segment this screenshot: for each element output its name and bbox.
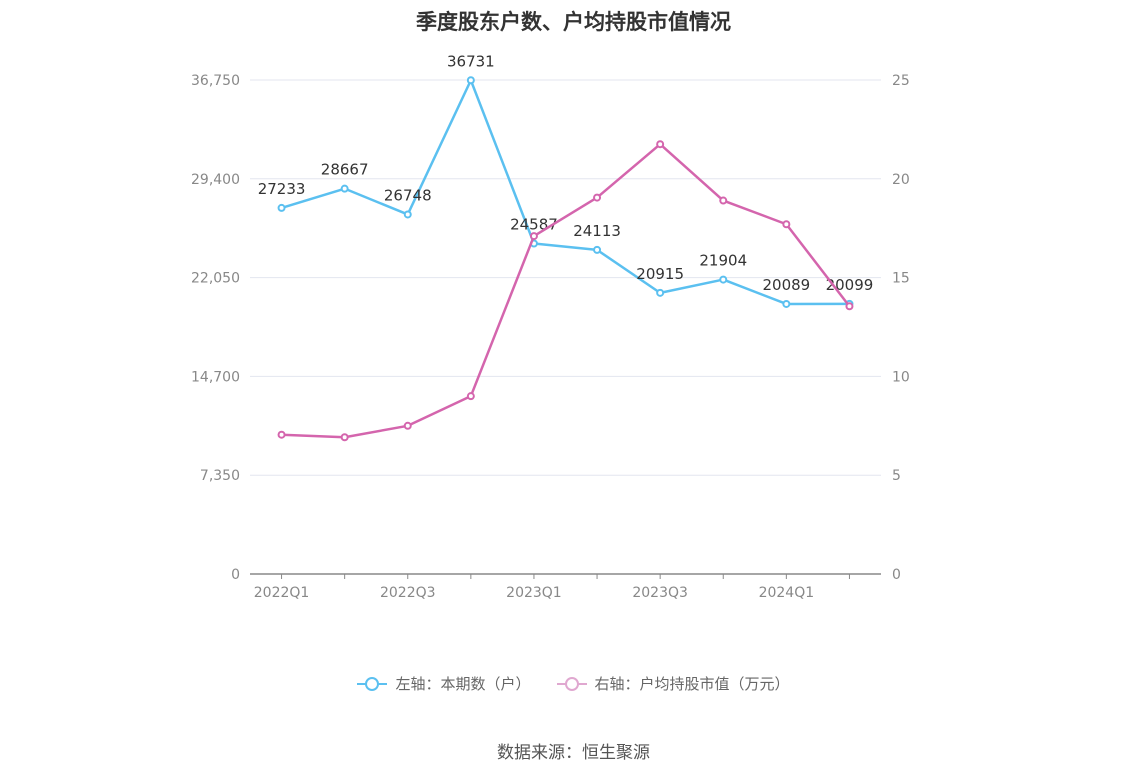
x-tick-label: 2023Q3: [632, 585, 688, 601]
data-label: 24113: [573, 222, 621, 240]
data-label: 20915: [636, 265, 684, 283]
x-tick-label: 2022Q1: [254, 585, 310, 601]
y-right-tick-label: 5: [892, 468, 901, 484]
y-left-tick-label: 36,750: [191, 73, 240, 89]
y-left-tick-label: 0: [231, 567, 240, 583]
legend-item-left[interactable]: 左轴：本期数（户）: [357, 673, 531, 694]
data-point-right: [845, 302, 854, 311]
legend: 左轴：本期数（户） 右轴：户均持股市值（万元）: [0, 673, 1147, 694]
data-label: 36731: [447, 52, 495, 70]
data-point-left: [719, 275, 728, 284]
y-right-tick-label: 15: [892, 271, 910, 287]
y-left-tick-label: 7,350: [200, 468, 240, 484]
legend-label-right: 右轴：户均持股市值（万元）: [594, 675, 790, 693]
x-tick-label: 2023Q1: [506, 585, 562, 601]
data-point-left: [782, 299, 791, 308]
data-point-right: [340, 433, 349, 442]
data-point-right: [277, 430, 286, 439]
series-line-left: [281, 79, 850, 306]
data-point-right: [403, 421, 412, 430]
data-point-right: [656, 140, 665, 149]
data-label: 21904: [699, 252, 747, 270]
data-source: 数据来源：恒生聚源: [497, 743, 650, 763]
y-right-tick-label: 10: [892, 369, 910, 385]
data-label: 27233: [258, 180, 306, 198]
data-label: 26748: [384, 186, 432, 204]
y-right-tick-label: 20: [892, 172, 910, 188]
data-point-left: [277, 203, 286, 212]
y-left-tick-label: 29,400: [191, 172, 240, 188]
data-point-left: [466, 76, 475, 85]
data-point-right: [719, 196, 728, 205]
legend-label-left: 左轴：本期数（户）: [395, 675, 531, 693]
series-line-right: [281, 142, 851, 439]
data-point-right: [782, 220, 791, 229]
data-label: 28667: [321, 161, 369, 179]
data-label: 20089: [762, 276, 810, 294]
chart-title: 季度股东户数、户均持股市值情况: [416, 10, 731, 34]
y-left-tick-label: 14,700: [191, 369, 240, 385]
data-point-left: [340, 184, 349, 193]
data-point-left: [593, 245, 602, 254]
data-point-left: [656, 288, 665, 297]
data-point-right: [529, 232, 538, 241]
legend-marker-right-icon: [556, 676, 587, 691]
data-point-right: [466, 392, 475, 401]
y-right-tick-label: 25: [892, 73, 910, 89]
data-point-left: [403, 210, 412, 219]
y-left-tick-label: 22,050: [191, 271, 240, 287]
x-tick-label: 2024Q1: [759, 585, 815, 601]
legend-marker-left-icon: [357, 676, 388, 691]
data-point-right: [593, 193, 602, 202]
y-right-tick-label: 0: [892, 567, 901, 583]
legend-item-right[interactable]: 右轴：户均持股市值（万元）: [556, 673, 790, 694]
x-tick-label: 2022Q3: [380, 585, 436, 601]
